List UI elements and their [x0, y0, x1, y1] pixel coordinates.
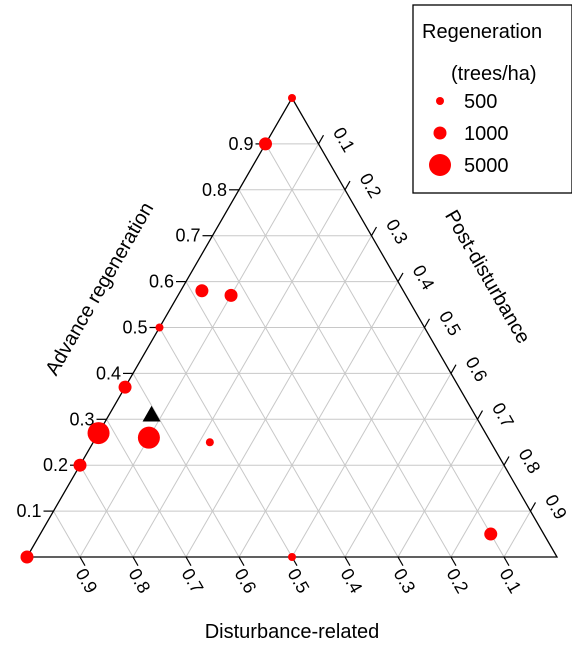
left-tick-label: 0.5 [122, 318, 147, 338]
triangle-marker [142, 405, 161, 422]
data-point [118, 380, 132, 394]
grid-line-disturbance [79, 464, 134, 558]
bottom-tick-label: 0.4 [337, 565, 367, 597]
data-point [73, 458, 87, 472]
left-tick-label: 0.1 [16, 501, 41, 521]
bottom-tick-label: 0.5 [284, 565, 314, 597]
legend: Regeneration (trees/ha) 500 1000 5000 [412, 4, 572, 194]
right-tick [370, 226, 378, 236]
left-tick-label: 0.8 [202, 180, 227, 200]
bottom-tick-label: 0.6 [231, 565, 261, 597]
right-tick-label: 0.2 [356, 170, 386, 202]
bottom-tick-label: 0.8 [125, 565, 155, 597]
right-tick-label: 0.5 [435, 308, 465, 340]
bottom-tick [185, 556, 192, 566]
grid-line-post [79, 143, 319, 558]
tick-labels: 0.1 0.2 0.3 0.4 0.5 0.6 0.7 0.8 0.9 0.1 0.2 0.3 0.4 0… [16, 124, 570, 597]
right-tick [450, 364, 457, 374]
right-tick-label: 0.3 [382, 216, 412, 248]
right-tick [423, 318, 431, 328]
grid-line-post [397, 419, 478, 558]
legend-entry-label: 5000 [464, 155, 509, 177]
data-points [20, 94, 498, 564]
right-tick-label: 0.1 [329, 124, 359, 156]
left-tick-label: 0.9 [228, 134, 253, 154]
bottom-tick [238, 556, 245, 566]
grid-line-disturbance [53, 510, 81, 558]
grid-line-post [450, 464, 505, 558]
data-point [195, 284, 209, 298]
right-tick-label: 0.4 [409, 262, 439, 294]
data-point [259, 137, 272, 151]
bottom-tick [79, 556, 86, 566]
data-point [224, 288, 238, 302]
data-point [288, 553, 296, 561]
legend-title: Regeneration [422, 21, 542, 43]
legend-marker [429, 154, 451, 176]
left-tick-label: 0.3 [69, 409, 94, 429]
tick-marks [43, 134, 537, 566]
legend-subtitle: (trees/ha) [451, 63, 537, 85]
data-point [205, 438, 214, 447]
bottom-tick-label: 0.3 [390, 565, 420, 597]
bottom-tick-label: 0.2 [443, 565, 473, 597]
grid-line-post [291, 327, 425, 558]
bottom-tick [132, 556, 139, 566]
data-point [137, 426, 160, 449]
grid-line-disturbance [265, 143, 505, 558]
legend-entry-label: 500 [464, 91, 497, 113]
right-tick [317, 134, 325, 145]
right-tick [503, 456, 510, 466]
bottom-tick-label: 0.7 [178, 565, 208, 597]
bottom-tick [450, 556, 457, 566]
legend-entry-label: 1000 [464, 123, 509, 145]
right-tick [529, 502, 537, 512]
grid-lines [53, 143, 531, 558]
bottom-tick [344, 556, 351, 566]
data-point [155, 323, 164, 332]
grid-line-disturbance [132, 373, 240, 558]
data-point [484, 527, 498, 541]
bottom-tick-label: 0.1 [496, 565, 526, 597]
left-tick-label: 0.4 [96, 363, 121, 383]
bottom-tick-label: 0.9 [72, 565, 102, 597]
bottom-tick [397, 556, 404, 566]
grid-line-post [185, 235, 372, 558]
right-tick [397, 272, 404, 282]
left-tick-label: 0.7 [175, 226, 200, 246]
grid-line-disturbance [159, 327, 293, 558]
right-tick [476, 410, 484, 420]
data-point [87, 422, 110, 445]
right-tick-label: 0.9 [541, 491, 571, 523]
legend-entries: 500 1000 5000 [429, 91, 509, 177]
data-point [20, 550, 34, 564]
right-tick-label: 0.8 [515, 445, 545, 477]
legend-marker [433, 126, 447, 140]
grid-line-post [344, 373, 452, 558]
grid-line-disturbance [212, 235, 399, 558]
data-point [288, 94, 296, 102]
right-tick-label: 0.7 [488, 399, 518, 431]
bottom-axis-title: Disturbance-related [205, 621, 380, 643]
left-tick-label: 0.6 [149, 272, 174, 292]
left-axis-title: Advance regeneration [41, 199, 158, 379]
right-tick [344, 180, 351, 191]
bottom-tick [503, 556, 510, 566]
legend-marker [436, 97, 444, 105]
right-tick-label: 0.6 [462, 353, 492, 385]
grid-line-post [503, 510, 531, 558]
grid-line-disturbance [106, 419, 187, 558]
left-tick-label: 0.2 [43, 455, 68, 475]
